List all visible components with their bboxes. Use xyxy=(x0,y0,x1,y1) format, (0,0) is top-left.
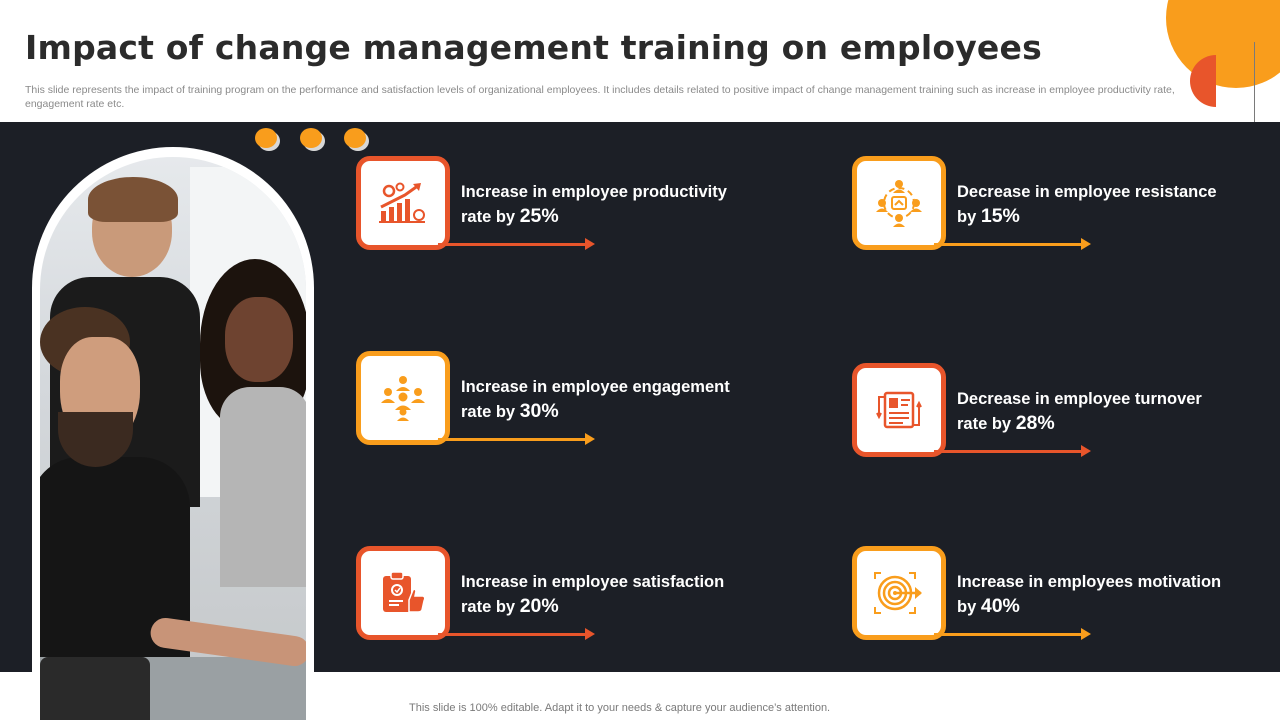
impact-value: 40% xyxy=(980,595,1020,617)
team-group-icon xyxy=(381,376,425,421)
arrow-head xyxy=(1081,445,1091,457)
arrow-line xyxy=(934,450,1084,453)
impact-label: Decrease in employee resistance by xyxy=(957,183,1217,226)
team-photo xyxy=(40,157,306,720)
impact-label: Increase in employees motivation by xyxy=(957,573,1222,616)
icon-box xyxy=(852,546,946,640)
impact-value: 28% xyxy=(1015,412,1055,434)
decorative-dot xyxy=(300,128,322,148)
slide-title: Impact of change management training on … xyxy=(25,28,1042,67)
arrow-line xyxy=(438,243,588,246)
impact-label: Increase in employee satisfaction rate b… xyxy=(461,573,725,616)
impact-text: Increase in employees motivation by 40% xyxy=(957,570,1232,619)
people-cycle-icon xyxy=(876,180,922,227)
slide-footer: This slide is 100% editable. Adapt it to… xyxy=(409,702,831,714)
impact-label: Decrease in employee turnover rate by xyxy=(957,390,1202,433)
impact-item-turnover: Decrease in employee turnover rate by 28… xyxy=(852,363,1252,463)
target-dart-icon xyxy=(874,572,922,614)
arrow-line xyxy=(934,243,1084,246)
impact-label: Increase in employee engagement rate by xyxy=(461,378,730,421)
icon-box xyxy=(356,351,450,445)
impact-label: Increase in employee productivity rate b… xyxy=(461,183,727,226)
decorative-line xyxy=(1254,42,1255,150)
impact-text: Decrease in employee turnover rate by 28… xyxy=(957,387,1232,436)
impact-text: Increase in employee engagement rate by … xyxy=(461,375,736,424)
impact-value: 30% xyxy=(519,400,559,422)
icon-box xyxy=(852,156,946,250)
growth-chart-icon xyxy=(379,182,425,223)
impact-item-resistance: Decrease in employee resistance by 15% xyxy=(852,156,1252,256)
impact-text: Increase in employee productivity rate b… xyxy=(461,180,736,229)
icon-box xyxy=(356,546,450,640)
impact-item-motivation: Increase in employees motivation by 40% xyxy=(852,546,1252,646)
decorative-dot xyxy=(255,128,277,148)
decorative-circle xyxy=(1166,0,1280,88)
icon-box xyxy=(356,156,450,250)
impact-value: 15% xyxy=(980,205,1020,227)
arrow-head xyxy=(585,433,595,445)
impact-value: 25% xyxy=(519,205,559,227)
resume-exchange-icon xyxy=(876,391,922,429)
arrow-head xyxy=(1081,628,1091,640)
arrow-line xyxy=(438,438,588,441)
impact-text: Increase in employee satisfaction rate b… xyxy=(461,570,736,619)
decorative-dot xyxy=(344,128,366,148)
impact-item-satisfaction: Increase in employee satisfaction rate b… xyxy=(356,546,756,646)
slide-subtitle: This slide represents the impact of trai… xyxy=(25,84,1175,110)
arrow-line xyxy=(934,633,1084,636)
arrow-head xyxy=(585,628,595,640)
arrow-head xyxy=(1081,238,1091,250)
arrow-line xyxy=(438,633,588,636)
impact-item-engagement: Increase in employee engagement rate by … xyxy=(356,351,756,451)
impact-item-productivity: Increase in employee productivity rate b… xyxy=(356,156,756,256)
icon-box xyxy=(852,363,946,457)
impact-text: Decrease in employee resistance by 15% xyxy=(957,180,1232,229)
arrow-head xyxy=(585,238,595,250)
impact-value: 20% xyxy=(519,595,559,617)
thumbs-up-clipboard-icon xyxy=(383,571,426,613)
